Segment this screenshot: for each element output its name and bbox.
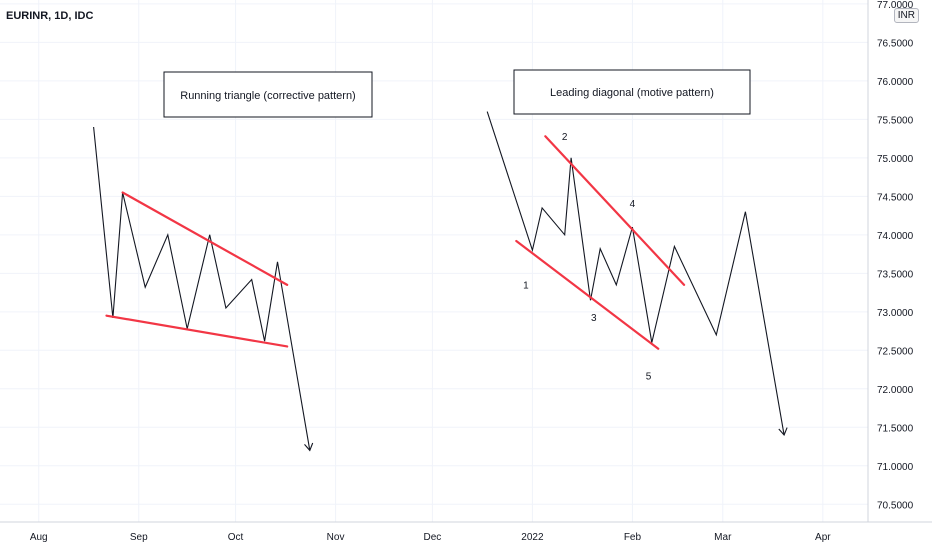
wave-label-3: 3: [591, 313, 597, 324]
axis-layer: [0, 0, 932, 523]
wave-label-layer: 1 2 3 4 5: [523, 132, 652, 382]
x-axis-ticks[interactable]: Aug Sep Oct Nov Dec 2022 Feb Mar Apr: [30, 532, 831, 543]
x-tick-label-5: 2022: [521, 532, 544, 543]
wave-label-2: 2: [562, 132, 568, 143]
y-tick-label-0: 70.5000: [877, 500, 914, 511]
x-tick-label-4: Dec: [423, 532, 441, 543]
wave-label-1: 1: [523, 281, 529, 292]
trendline-layer: [105, 135, 686, 350]
y-tick-label-7: 74.0000: [877, 231, 914, 242]
price-line-segment-1: [93, 126, 311, 451]
y-tick-label-8: 74.5000: [877, 192, 914, 203]
diagonal-label: Leading diagonal (motive pattern): [550, 87, 714, 99]
trendline-3: [544, 135, 686, 286]
x-tick-label-0: Aug: [30, 532, 48, 543]
wave-label-5: 5: [646, 372, 652, 383]
symbol-title: EURINR, 1D, IDC: [6, 10, 94, 22]
wave-label-4: 4: [630, 199, 636, 210]
trendline-2: [105, 314, 289, 348]
y-tick-label-2: 71.5000: [877, 423, 914, 434]
price-layer: [93, 111, 788, 452]
trendline-1: [121, 191, 289, 286]
trendline-4: [515, 239, 660, 350]
price-line-segment-2: [486, 111, 785, 436]
grid-layer: [0, 0, 868, 522]
y-tick-label-1: 71.0000: [877, 462, 914, 473]
currency-badge[interactable]: INR: [893, 8, 919, 23]
y-tick-label-13: 77.0000: [877, 0, 914, 11]
y-tick-label-5: 73.0000: [877, 308, 914, 319]
x-tick-label-7: Mar: [714, 532, 732, 543]
y-tick-label-4: 72.5000: [877, 346, 914, 357]
arrowhead-2: [778, 427, 788, 437]
y-axis-ticks[interactable]: 70.5000 71.0000 71.5000 72.0000 72.5000 73.00…: [877, 0, 914, 511]
annotation-layer: Running triangle (corrective pattern) Le…: [163, 69, 751, 118]
x-tick-label-3: Nov: [327, 532, 345, 543]
triangle-label-box[interactable]: Running triangle (corrective pattern): [163, 71, 373, 118]
x-tick-label-1: Sep: [130, 532, 148, 543]
y-tick-label-9: 75.0000: [877, 154, 914, 165]
y-tick-label-12: 76.5000: [877, 38, 914, 49]
y-tick-label-10: 75.5000: [877, 115, 914, 126]
x-tick-label-6: Feb: [624, 532, 642, 543]
x-tick-label-2: Oct: [228, 532, 244, 543]
arrowhead-1: [304, 442, 314, 452]
x-tick-label-8: Apr: [815, 532, 831, 543]
y-tick-label-11: 76.0000: [877, 77, 914, 88]
y-tick-label-3: 72.0000: [877, 385, 914, 396]
diagonal-label-box[interactable]: Leading diagonal (motive pattern): [513, 69, 751, 115]
y-tick-label-6: 73.5000: [877, 269, 914, 280]
triangle-label: Running triangle (corrective pattern): [180, 90, 355, 102]
